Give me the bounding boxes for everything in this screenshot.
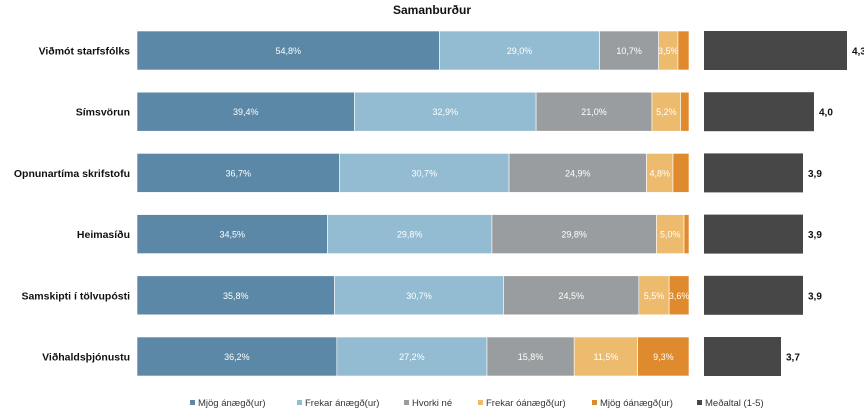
- segment-value-label: 5,5%: [644, 291, 665, 301]
- average-value-label: 3,7: [786, 353, 800, 364]
- bar-segment: [503, 275, 640, 316]
- segment-value-label: 35,8%: [223, 291, 249, 301]
- segment-value-label: 54,8%: [275, 46, 301, 56]
- bar-segment: [637, 336, 690, 377]
- segment-value-label: 30,7%: [412, 168, 438, 178]
- category-label: Símsvörun: [76, 107, 130, 119]
- bar-segment: [327, 214, 493, 254]
- legend-label: Mjög óánægð(ur): [600, 398, 673, 409]
- bar-segment: [336, 336, 488, 377]
- bar-segment: [656, 214, 685, 254]
- segment-value-label: 36,7%: [226, 168, 252, 178]
- category-label: Opnunartíma skrifstofu: [14, 168, 130, 180]
- category-label: Heimasíðu: [77, 229, 130, 241]
- average-bar: [704, 214, 803, 254]
- bar-segment: [599, 30, 659, 71]
- legend-swatch: [592, 400, 597, 405]
- bar-segment: [439, 30, 600, 71]
- category-labels: Viðmót starfsfólks Símsvörun Opnunartíma s…: [14, 46, 130, 364]
- average-bar: [704, 92, 814, 132]
- category-label: Samskipti í tölvupósti: [21, 290, 130, 302]
- bar-segment: [573, 336, 638, 377]
- legend-swatch: [478, 400, 483, 405]
- bar-segment: [677, 30, 690, 71]
- average-bar: [704, 31, 847, 70]
- segment-value-label: 24,5%: [559, 291, 585, 301]
- bar-segment: [683, 214, 690, 254]
- bar-segment: [136, 91, 355, 132]
- segment-value-label: 30,7%: [406, 291, 432, 301]
- bar-segment: [136, 336, 338, 377]
- legend-swatch: [404, 400, 409, 405]
- legend-swatch: [297, 400, 302, 405]
- segment-value-label: 39,4%: [233, 107, 259, 117]
- segment-value-label: 32,9%: [433, 107, 459, 117]
- bar-segment: [672, 153, 690, 193]
- bar-segment: [136, 30, 440, 71]
- bars-layer: 54,8% 29,0% 10,7% 3,5% 39,4% 32,9% 21,0% 5,2% 36…: [136, 30, 690, 377]
- average-value-label: 3,9: [808, 230, 822, 241]
- category-label: Viðhaldsþjónustu: [42, 352, 130, 364]
- bar-segment: [508, 153, 647, 193]
- segment-value-label: 34,5%: [219, 230, 245, 240]
- segment-value-label: 5,0%: [660, 230, 681, 240]
- average-bar: [704, 153, 803, 193]
- legend-label: Meðaltal (1-5): [705, 398, 764, 409]
- bar-segment: [638, 275, 670, 316]
- bar-segment: [535, 91, 653, 132]
- chart-title: Samanburður: [393, 3, 471, 17]
- average-bar: [704, 337, 781, 376]
- legend-label: Hvorki né: [412, 398, 452, 409]
- segment-value-label: 29,8%: [561, 230, 587, 240]
- segment-value-label: 3,6%: [669, 291, 690, 301]
- segment-value-label: 27,2%: [399, 352, 425, 362]
- segment-value-label: 4,8%: [649, 168, 670, 178]
- average-value-label: 3,9: [808, 169, 822, 180]
- segment-value-label: 29,8%: [397, 230, 423, 240]
- bar-segment: [136, 153, 340, 193]
- bar-segment: [136, 214, 328, 254]
- average-bar: [704, 275, 803, 315]
- bar-segment: [354, 91, 537, 132]
- legend-label: Mjög ánægð(ur): [198, 398, 266, 409]
- segment-value-label: 29,0%: [507, 46, 533, 56]
- segment-value-label: 3,5%: [658, 46, 679, 56]
- bar-segment: [491, 214, 657, 254]
- segment-value-label: 36,2%: [224, 352, 250, 362]
- legend-swatch: [697, 400, 702, 405]
- average-value-label: 4,3: [852, 47, 864, 58]
- segment-value-label: 11,5%: [593, 352, 618, 362]
- legend-swatch: [190, 400, 195, 405]
- legend-label: Frekar ánægð(ur): [305, 398, 379, 409]
- average-value-label: 3,9: [808, 291, 822, 302]
- bar-segment: [668, 275, 690, 316]
- bar-segment: [339, 153, 510, 193]
- legend: Mjög ánægð(ur) Frekar ánægð(ur) Hvorki né F…: [190, 398, 764, 409]
- average-panel: 4,3 4,0 3,9 3,9 3,9 3,7: [704, 31, 864, 376]
- bar-segment: [136, 275, 335, 316]
- segment-value-label: 21,0%: [581, 107, 607, 117]
- segment-value-label: 5,2%: [656, 107, 677, 117]
- legend-label: Frekar óánægð(ur): [486, 398, 566, 409]
- segment-value-label: 10,7%: [616, 46, 642, 56]
- bar-segment: [334, 275, 505, 316]
- segment-value-label: 15,8%: [518, 352, 544, 362]
- bar-segment: [646, 153, 674, 193]
- average-value-label: 4,0: [819, 108, 833, 119]
- bar-segment: [680, 91, 690, 132]
- category-label: Viðmót starfsfólks: [39, 46, 131, 58]
- segment-value-label: 24,9%: [565, 168, 591, 178]
- segment-value-label: 9,3%: [653, 352, 674, 362]
